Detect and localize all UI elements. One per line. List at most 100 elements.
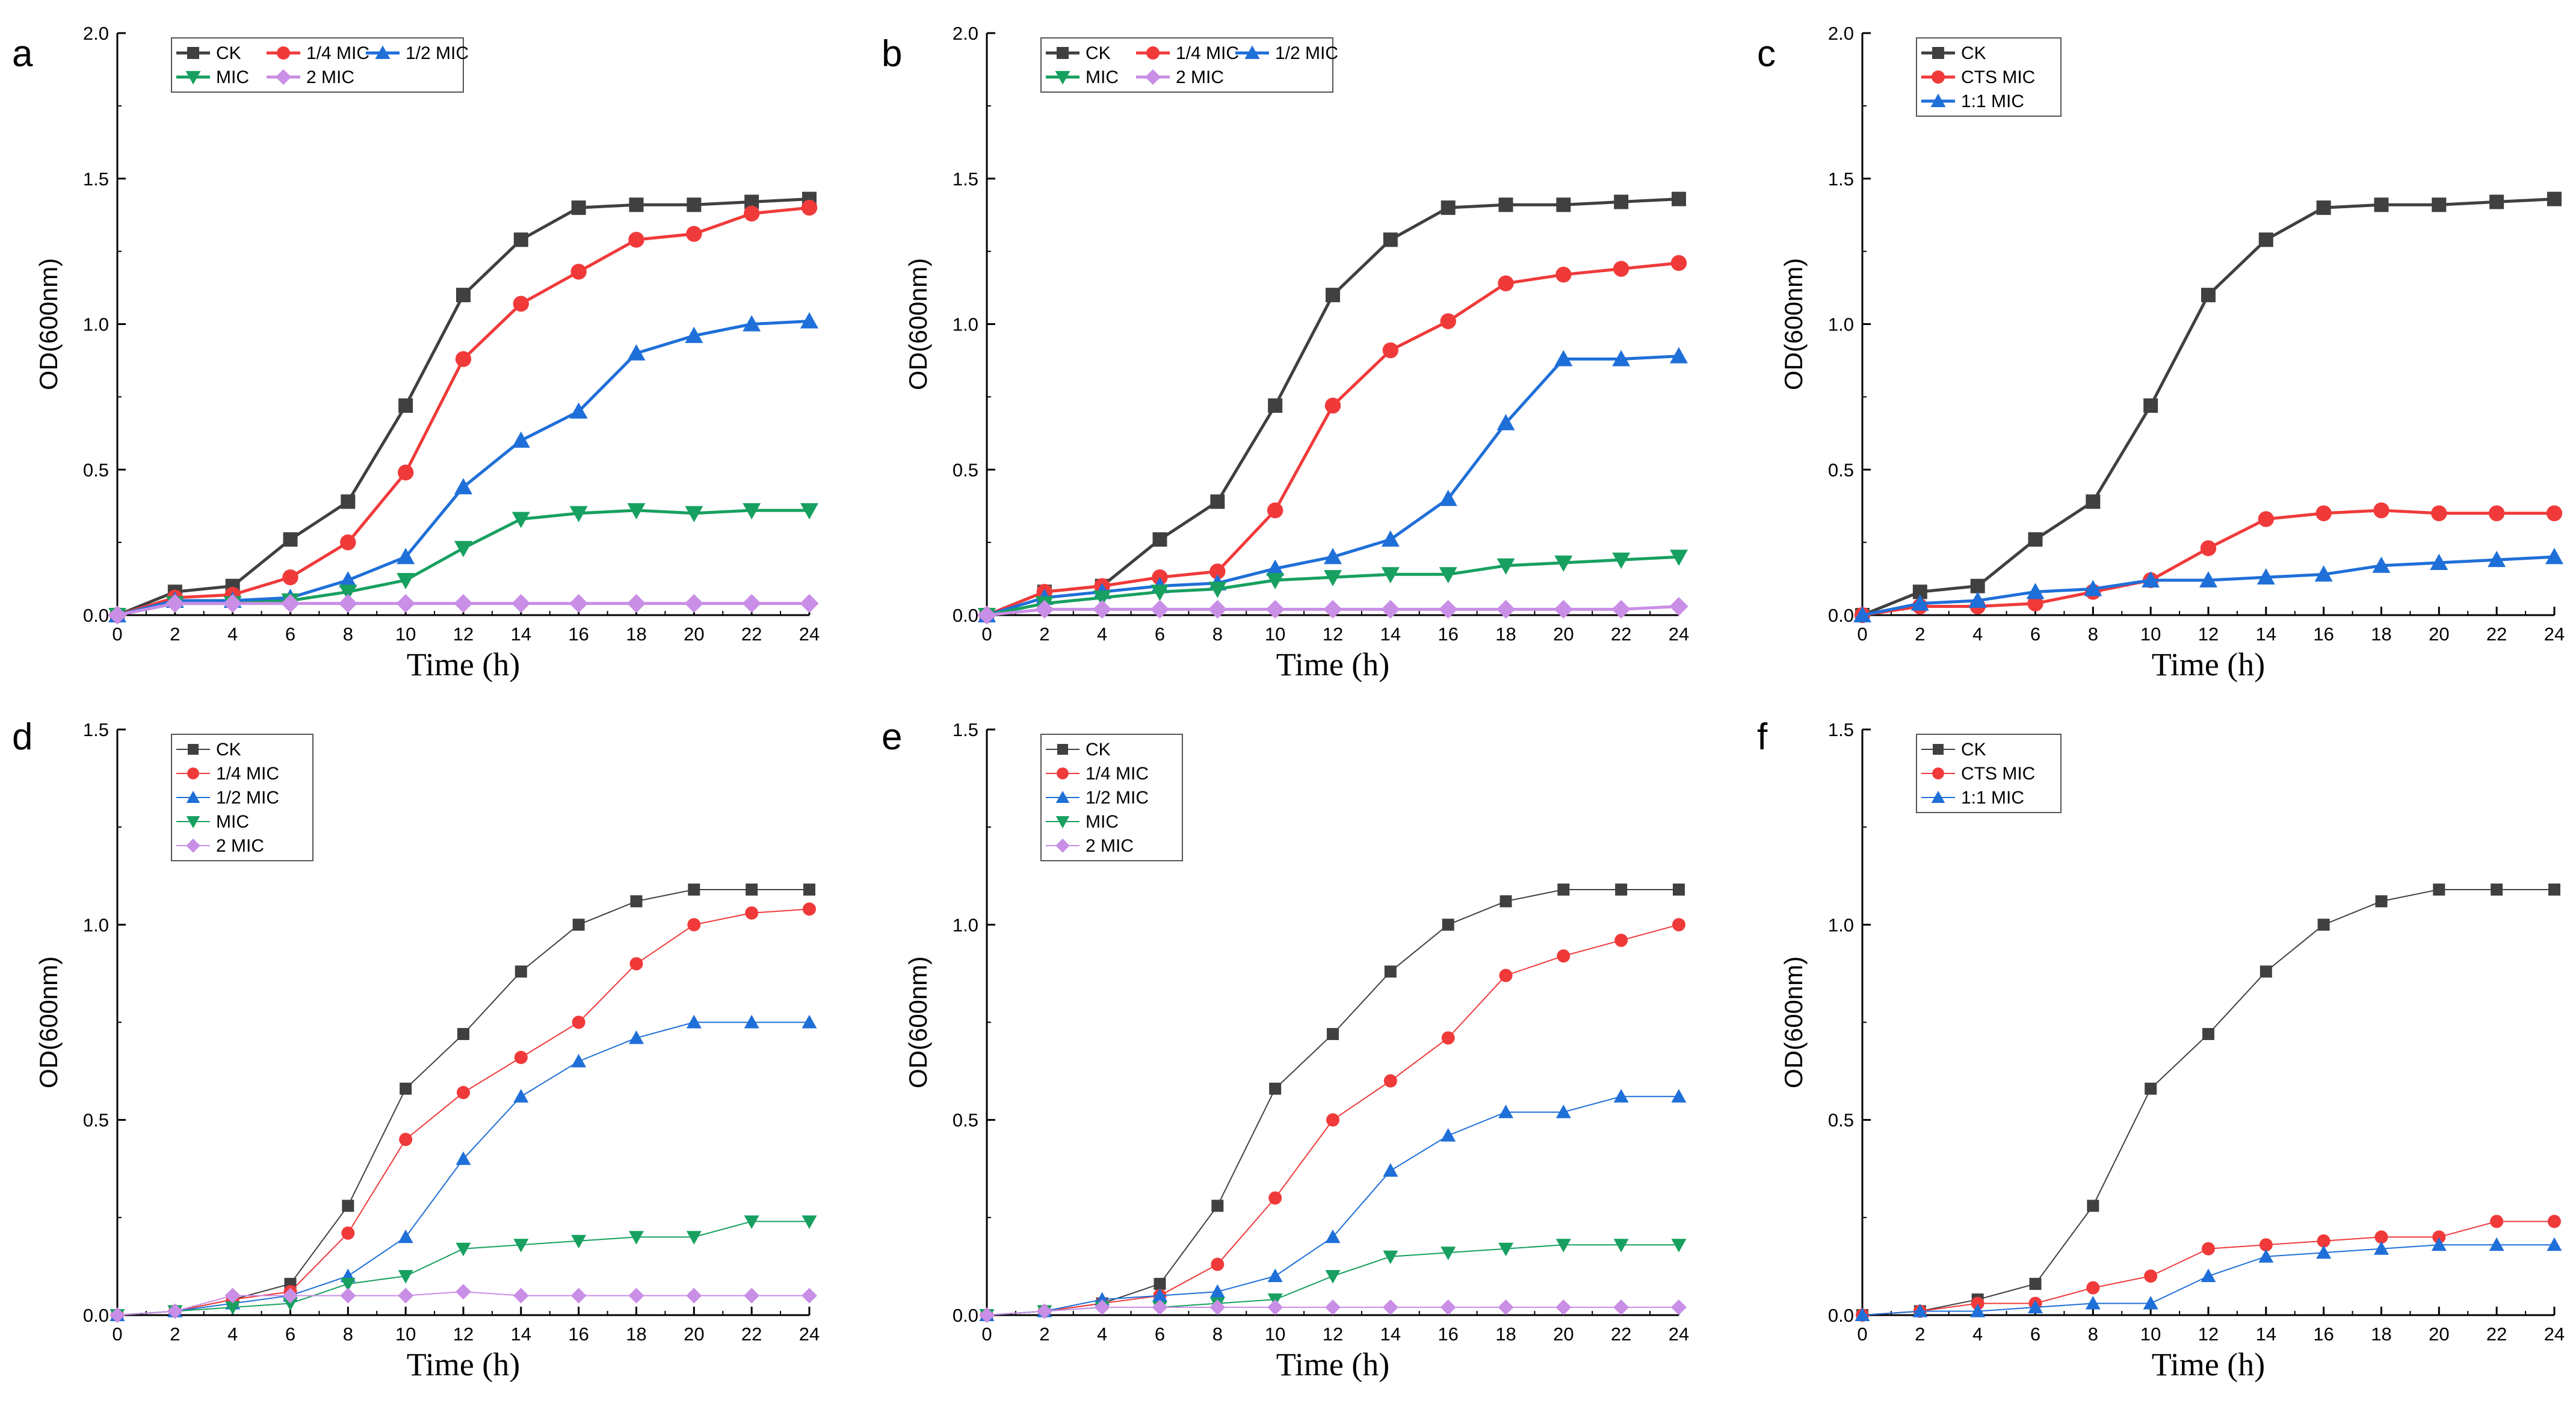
x-tick-label: 8 [1212,624,1223,645]
data-point [1154,1278,1166,1290]
legend-entry: CK [1921,43,1986,63]
legend-label: 1:1 MIC [1961,788,2024,808]
x-tick-label: 2 [1039,624,1049,645]
series-1-4-mic [109,199,818,624]
data-point [570,1287,587,1304]
data-point [2259,1238,2273,1252]
x-tick-label: 24 [1669,624,1689,645]
x-tick-label: 6 [1155,624,1165,645]
data-point [1326,288,1340,303]
data-point [397,572,415,589]
x-tick-label: 20 [2429,1324,2449,1345]
legend-label: 1/2 MIC [406,43,469,63]
data-point [339,584,357,601]
data-point [686,1287,702,1304]
y-tick-label: 1.0 [1828,314,1854,335]
x-tick-label: 8 [343,624,353,645]
chart-panel-a: a0 2 4 6 8 10 12 14 16 18 20 22 240.00.51.01.52.0Tim… [12,23,820,683]
x-tick-label: 20 [2429,624,2449,645]
legend-label: MIC [1086,67,1119,87]
x-tick-label: 12 [2198,1324,2219,1345]
data-point [570,264,587,280]
legend-entry: MIC [1046,67,1119,87]
data-point [571,1234,587,1249]
legend-label: 2 MIC [306,67,354,87]
legend-label: CK [216,43,241,63]
axes-frame [986,33,1679,616]
x-tick-label: 10 [395,624,416,645]
series-mic [978,550,1688,624]
data-point [2317,1234,2330,1248]
x-axis-title: Time (h) [1276,1346,1390,1383]
data-point [1326,1113,1339,1127]
data-point [2084,580,2102,596]
x-tick-label: 18 [1495,624,1516,645]
data-point [2086,1281,2100,1295]
data-point [341,1226,355,1240]
data-point [1670,550,1688,566]
series-mic [110,1215,817,1323]
data-point [2028,1299,2043,1314]
x-tick-label: 18 [626,624,646,645]
data-point [513,232,528,247]
data-point [745,906,759,920]
data-point [1208,599,1227,619]
legend-entry: 1/2 MIC [176,788,279,808]
legend-label: CK [1086,740,1111,760]
data-point [398,398,413,413]
data-point [1093,590,1111,607]
data-point [1853,606,1871,622]
data-point [1267,502,1283,519]
data-point [2548,1215,2561,1228]
legend-marker [276,69,291,85]
data-point [1556,197,1571,212]
y-axis-title: OD(600nm) [34,956,63,1088]
y-tick-label: 1.0 [953,314,978,335]
legend-marker [186,838,200,853]
legend-label: 1/2 MIC [1275,43,1338,63]
data-point [2026,583,2045,599]
legend-marker [1055,790,1070,803]
data-point [1498,1242,1513,1257]
legend-marker [1055,71,1070,85]
x-tick-label: 6 [285,624,295,645]
data-point [1671,1239,1687,1253]
data-point [283,1297,298,1312]
data-point [1325,1299,1341,1316]
data-point [167,1303,183,1319]
data-point [457,1086,470,1100]
data-point [629,1030,644,1044]
data-point [1500,895,1512,908]
y-tick-label: 1.5 [83,719,109,740]
chart-panel-b: b0 2 4 6 8 10 12 14 16 18 20 22 240.00.51.01.52.0Tim… [882,23,1689,683]
series-1-1-mic [1855,1237,2562,1321]
data-point [2431,505,2447,521]
data-point [1382,1299,1398,1316]
x-tick-label: 2 [170,624,180,645]
data-point [685,326,703,343]
data-point [165,594,185,613]
data-point [687,197,702,212]
y-tick-label: 1.0 [1828,914,1854,935]
data-point [688,883,700,896]
series-ck [1855,191,2562,622]
data-point [2430,553,2448,570]
data-point [1441,1031,1455,1045]
data-point [2374,197,2389,212]
data-point [511,594,531,613]
legend-marker [1932,767,1944,779]
data-point [340,1278,356,1292]
data-point [2489,194,2504,209]
legend-marker [186,816,200,829]
series-line [1862,1221,2554,1316]
y-tick-label: 2.0 [953,23,978,44]
legend-marker [277,46,290,60]
data-point [400,1082,412,1095]
data-point [629,957,643,971]
data-point [628,232,644,248]
data-point [2086,494,2101,509]
data-point [1442,918,1454,931]
data-point [626,594,646,613]
x-tick-label: 22 [2486,1324,2507,1345]
y-tick-label: 0.0 [1828,1305,1854,1326]
